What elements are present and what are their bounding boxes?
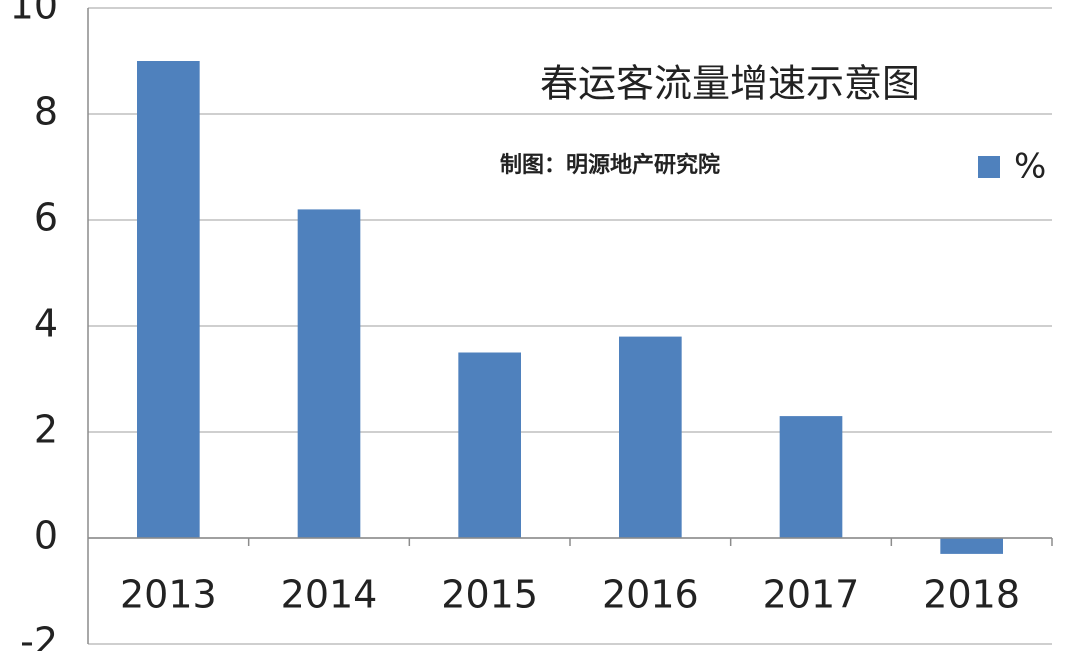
x-tick-label: 2015: [441, 573, 538, 617]
x-tick-label: 2013: [120, 573, 217, 617]
legend-label: %: [1014, 147, 1046, 187]
chart-subtitle: 制图：明源地产研究院: [500, 152, 720, 178]
bar: [779, 416, 843, 538]
y-tick-label: 10: [10, 0, 58, 28]
y-tick-label: -2: [20, 620, 58, 651]
bar: [940, 538, 1003, 554]
y-tick-label: 8: [34, 90, 58, 134]
x-tick-label: 2016: [602, 573, 699, 617]
x-tick-label: 2014: [281, 573, 378, 617]
legend-swatch: [978, 156, 1000, 178]
x-tick-label: 2018: [923, 573, 1020, 617]
y-tick-label: 0: [34, 514, 58, 558]
bar: [137, 61, 200, 538]
bar: [458, 352, 521, 538]
chart-title: 春运客流量增速示意图: [540, 62, 920, 106]
y-tick-label: 2: [34, 408, 58, 452]
x-tick-label: 2017: [763, 573, 860, 617]
bar: [297, 209, 361, 538]
y-tick-label: 4: [34, 302, 58, 346]
y-tick-label: 6: [34, 196, 58, 240]
bar: [619, 336, 682, 538]
